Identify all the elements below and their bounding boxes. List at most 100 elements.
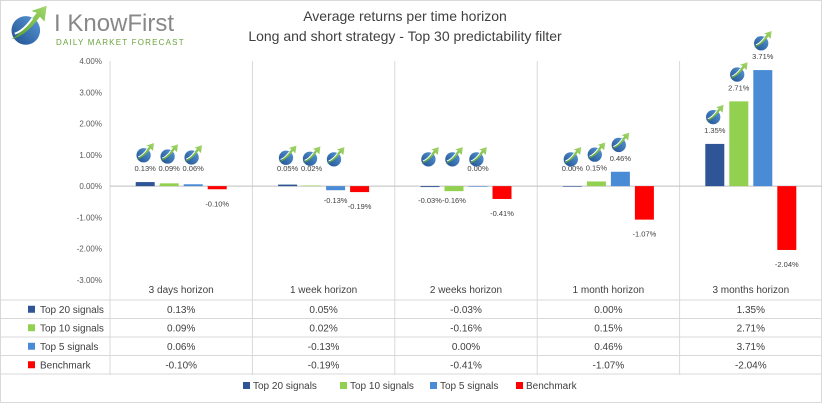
logo-marker-icon [159, 143, 179, 165]
bar [729, 101, 749, 187]
y-tick-label: -2.00% [77, 245, 102, 254]
data-label: 0.05% [277, 164, 299, 173]
x-category-label: 3 days horizon [149, 285, 214, 296]
bar [777, 186, 797, 250]
table-legend-key [28, 342, 35, 350]
bar [634, 186, 654, 220]
bar [302, 185, 322, 187]
bar [705, 143, 725, 187]
table-cell: 0.13% [167, 305, 195, 316]
data-label: 0.15% [586, 163, 608, 172]
table-legend-key [28, 361, 35, 369]
data-label: 3.71% [752, 52, 774, 61]
logo-marker-icon [587, 141, 606, 163]
table-cell: -1.07% [593, 360, 625, 371]
table-cell: -0.19% [308, 360, 340, 371]
bar [278, 184, 298, 187]
data-label: -0.41% [490, 209, 514, 218]
data-label: 1.35% [704, 126, 726, 135]
legend-label: Top 10 signals [350, 381, 414, 392]
table-legend-key [28, 324, 35, 332]
brand-name: I KnowFirst [54, 10, 174, 37]
x-category-label: 1 week horizon [290, 285, 357, 296]
chart-title: Average returns per time horizon [303, 8, 507, 24]
bar [159, 183, 179, 187]
table-cell: -0.03% [450, 305, 482, 316]
bar [207, 186, 227, 190]
table-row-label: Top 10 signals [40, 323, 104, 334]
data-label: 0.06% [183, 164, 205, 173]
bar [753, 70, 773, 187]
bar [610, 171, 630, 187]
table-row-label: Benchmark [40, 360, 92, 371]
logo-marker-icon [278, 144, 297, 166]
bar [326, 186, 346, 191]
data-label: -0.10% [205, 199, 229, 208]
logo-marker-icon [183, 144, 203, 166]
plot-area: 4.00% 3.00% 2.00% 1.00% 0.00% -1.00% -2.00% -3.… [77, 30, 822, 375]
brand-tagline: DAILY MARKET FORECAST [56, 38, 185, 47]
table-cell: 2.71% [737, 323, 765, 334]
table-row-label: Top 5 signals [40, 342, 98, 353]
data-label: 0.13% [135, 164, 157, 173]
legend-swatch [340, 382, 347, 389]
legend-swatch [430, 382, 437, 389]
legend: Top 20 signals Top 10 signals Top 5 signal… [243, 381, 578, 392]
table-cell: 0.00% [452, 342, 480, 353]
table-cell: -0.16% [450, 323, 482, 334]
brand-logo: I KnowFirst DAILY MARKET FORECAST [10, 4, 185, 47]
brand-logo-icon [10, 4, 48, 46]
table-cell: 0.15% [594, 323, 622, 334]
data-label: -0.16% [442, 196, 466, 205]
x-category-label: 1 month horizon [573, 285, 645, 296]
table-cell: -0.41% [450, 360, 482, 371]
logo-marker-icon [135, 142, 155, 163]
table-row-label: Top 20 signals [40, 305, 104, 316]
logo-marker-icon [753, 30, 773, 51]
logo-marker-icon [302, 145, 321, 167]
x-category-label: 3 months horizon [712, 285, 789, 296]
logo-marker-icon [420, 146, 440, 167]
table-cell: 0.09% [167, 323, 195, 334]
table-cell: -2.04% [735, 360, 767, 371]
x-category-label: 2 weeks horizon [430, 285, 502, 296]
data-table: Top 20 signals 0.13% 0.05% -0.03% 0.00% 1.35%… [0, 299, 822, 375]
logo-marker-icon [444, 146, 464, 167]
y-tick-label: 4.00% [79, 57, 102, 66]
logo-marker-icon [705, 104, 725, 125]
bar [135, 182, 155, 187]
table-cell: -0.10% [165, 360, 197, 371]
y-tick-label: 0.00% [79, 182, 102, 191]
bar [183, 184, 203, 187]
table-cell: -0.13% [308, 342, 340, 353]
y-tick-label: 1.00% [79, 151, 102, 160]
y-tick-label: -3.00% [77, 276, 102, 285]
bar [468, 186, 488, 187]
logo-marker-icon [729, 61, 749, 83]
data-label: 0.02% [301, 164, 323, 173]
bar [586, 181, 606, 187]
table-cell: 3.71% [737, 342, 765, 353]
table-cell: 0.02% [309, 323, 337, 334]
bar [420, 186, 440, 188]
data-label: 2.71% [728, 83, 750, 92]
logo-marker-icon [611, 132, 630, 153]
legend-swatch [243, 382, 250, 389]
data-label: 0.00% [467, 164, 489, 173]
legend-label: Top 5 signals [440, 381, 498, 392]
table-cell: 0.00% [594, 305, 622, 316]
data-label: -0.13% [324, 196, 348, 205]
bar [350, 186, 370, 193]
legend-swatch [516, 382, 523, 389]
data-label: 0.46% [610, 154, 632, 163]
data-label: 0.09% [159, 164, 181, 173]
data-label: 0.00% [562, 164, 584, 173]
table-legend-key [28, 305, 35, 313]
bar [492, 186, 512, 199]
table-cell: 0.06% [167, 342, 195, 353]
data-label: -1.07% [633, 230, 657, 239]
logo-marker-icon [326, 146, 345, 167]
chart-subtitle: Long and short strategy - Top 30 predict… [248, 28, 562, 44]
y-tick-label: 2.00% [79, 120, 102, 129]
